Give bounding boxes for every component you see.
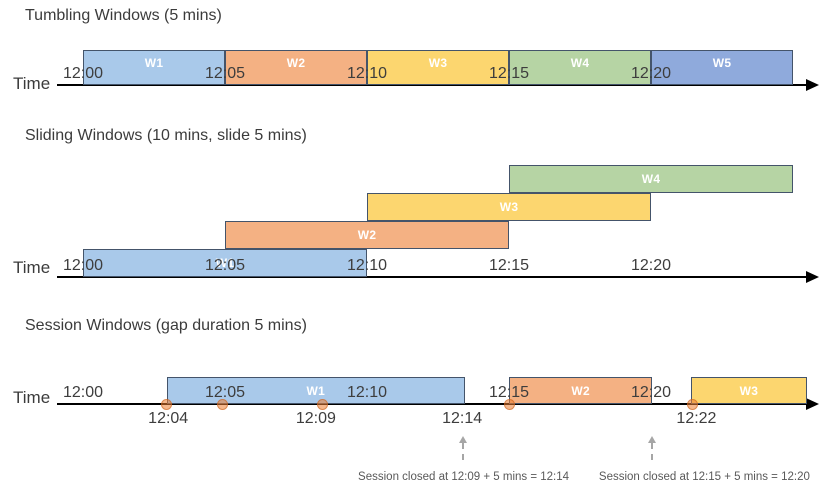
tumbling-tick-1200: 12:00: [62, 65, 104, 82]
session-event-dot-1: [161, 398, 173, 410]
sliding-time-axis: [57, 276, 807, 278]
session-event-dot-4: [503, 398, 515, 410]
session-event-time-1222: 12:22: [676, 410, 717, 427]
session-tick-1210: 12:10: [346, 384, 388, 401]
tumbling-window-w5: W5: [651, 50, 793, 85]
sliding-window-label-w4: W4: [641, 172, 661, 186]
session-dashed-up-arrow-icon-2: [648, 436, 657, 460]
tumbling-window-w4: W4: [509, 50, 651, 85]
session-annotation-1: Session closed at 12:09 + 5 mins = 12:14: [358, 471, 570, 483]
tumbling-window-w3: W3: [367, 50, 509, 85]
session-time-axis-label: Time: [13, 388, 51, 407]
tumbling-section-title: Tumbling Windows (5 mins): [25, 7, 222, 24]
arrow-stem: [651, 443, 654, 460]
arrow-stem: [461, 443, 464, 460]
sliding-tick-1200: 12:00: [62, 257, 104, 274]
tumbling-window-label-w4: W4: [570, 56, 590, 70]
tumbling-time-axis: [57, 84, 807, 86]
session-section-title: Session Windows (gap duration 5 mins): [25, 317, 307, 334]
sliding-window-w2: W2: [225, 221, 509, 249]
session-tick-1220: 12:20: [630, 384, 672, 401]
session-event-dot-3: [317, 398, 329, 410]
tumbling-window-w1: W1: [83, 50, 225, 85]
tumbling-tick-1215: 12:15: [488, 65, 530, 82]
session-window-label-w2: W2: [571, 383, 590, 398]
session-event-time-1214: 12:14: [442, 410, 483, 427]
sliding-tick-1220: 12:20: [630, 257, 672, 274]
sliding-tick-1205: 12:05: [204, 257, 246, 274]
session-window-w3: W3: [690, 377, 808, 404]
session-window-w1: W1: [166, 377, 465, 404]
tumbling-window-label-w5: W5: [712, 56, 732, 70]
sliding-time-axis-label: Time: [13, 258, 51, 277]
sliding-window-label-w1: W1: [215, 256, 235, 270]
session-event-dot-5: [686, 398, 698, 410]
session-window-w2: W2: [509, 377, 653, 404]
tumbling-tick-1210: 12:10: [346, 65, 388, 82]
session-tick-1205: 12:05: [204, 384, 246, 401]
session-event-time-1204: 12:04: [148, 410, 189, 427]
sliding-window-label-w3: W3: [499, 200, 519, 214]
tumbling-window-label-w2: W2: [286, 56, 306, 70]
arrowhead-icon: [458, 436, 467, 443]
tumbling-time-axis-label: Time: [13, 74, 51, 93]
session-window-label-w3: W3: [739, 383, 759, 398]
tumbling-window-w2: W2: [225, 50, 367, 85]
session-event-time-1209: 12:09: [295, 410, 336, 427]
tumbling-tick-1205: 12:05: [204, 65, 246, 82]
session-time-axis: [57, 403, 807, 405]
session-window-label-w1: W1: [306, 383, 326, 398]
tumbling-axis-arrowhead-icon: [806, 79, 819, 91]
sliding-window-w3: W3: [367, 193, 651, 221]
tumbling-window-label-w1: W1: [144, 56, 164, 70]
sliding-window-w1: W1: [83, 249, 367, 277]
arrowhead-icon: [648, 436, 657, 443]
sliding-axis-arrowhead-icon: [806, 271, 819, 283]
session-tick-1215: 12:15: [488, 384, 530, 401]
session-dashed-up-arrow-icon-1: [458, 436, 467, 460]
tumbling-tick-1220: 12:20: [630, 65, 672, 82]
session-annotation-2: Session closed at 12:15 + 5 mins = 12:20: [598, 471, 810, 483]
session-axis-arrowhead-icon: [806, 398, 819, 410]
sliding-section-title: Sliding Windows (10 mins, slide 5 mins): [25, 127, 307, 144]
sliding-window-label-w2: W2: [357, 228, 377, 242]
tumbling-window-label-w3: W3: [428, 56, 448, 70]
session-event-dot-2: [216, 398, 228, 410]
sliding-window-w4: W4: [509, 165, 793, 193]
session-tick-1200: 12:00: [62, 384, 104, 401]
sliding-tick-1210: 12:10: [346, 257, 388, 274]
sliding-tick-1215: 12:15: [488, 257, 530, 274]
